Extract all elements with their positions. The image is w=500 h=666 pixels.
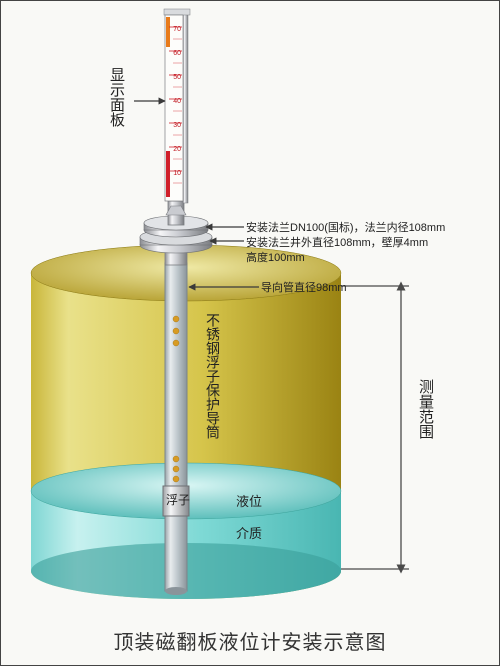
label-protect-tube: 不锈钢浮子保护导筒 <box>203 313 223 439</box>
guide-tube <box>165 245 187 595</box>
label-measure-range: 测量范围 <box>415 379 436 439</box>
scale-tick: 40 <box>173 98 181 105</box>
scale-tick: 60 <box>173 50 181 57</box>
indicator-beads-lower <box>173 456 179 482</box>
label-float: 浮子 <box>165 491 191 508</box>
diagram-svg: 70 60 50 40 30 20 10 <box>1 1 500 666</box>
label-flange-2: 安装法兰井外直径108mm，壁厚4mm <box>246 234 428 250</box>
caption: 顶装磁翻板液位计安装示意图 <box>1 626 499 655</box>
scale-tick: 50 <box>173 74 181 81</box>
diagram-page: 70 60 50 40 30 20 10 显示面板 <box>0 0 500 666</box>
scale-tick: 70 <box>173 26 181 33</box>
label-flange-3: 高度100mm <box>246 249 305 265</box>
label-guide-tube: 导向管直径98mm <box>261 279 347 295</box>
label-medium: 介质 <box>236 523 262 542</box>
indicator-beads-upper <box>173 316 179 346</box>
measure-range-dim <box>341 286 409 569</box>
scale-tick: 10 <box>173 170 181 177</box>
label-liquid-level: 液位 <box>236 491 262 510</box>
flange <box>140 201 212 253</box>
scale-tick: 30 <box>173 122 181 129</box>
display-panel: 70 60 50 40 30 20 10 <box>164 9 190 203</box>
label-flange-1: 安装法兰DN100(国标)，法兰内径108mm <box>246 219 445 235</box>
scale-tick: 20 <box>173 146 181 153</box>
label-display-panel: 显示面板 <box>106 67 127 127</box>
